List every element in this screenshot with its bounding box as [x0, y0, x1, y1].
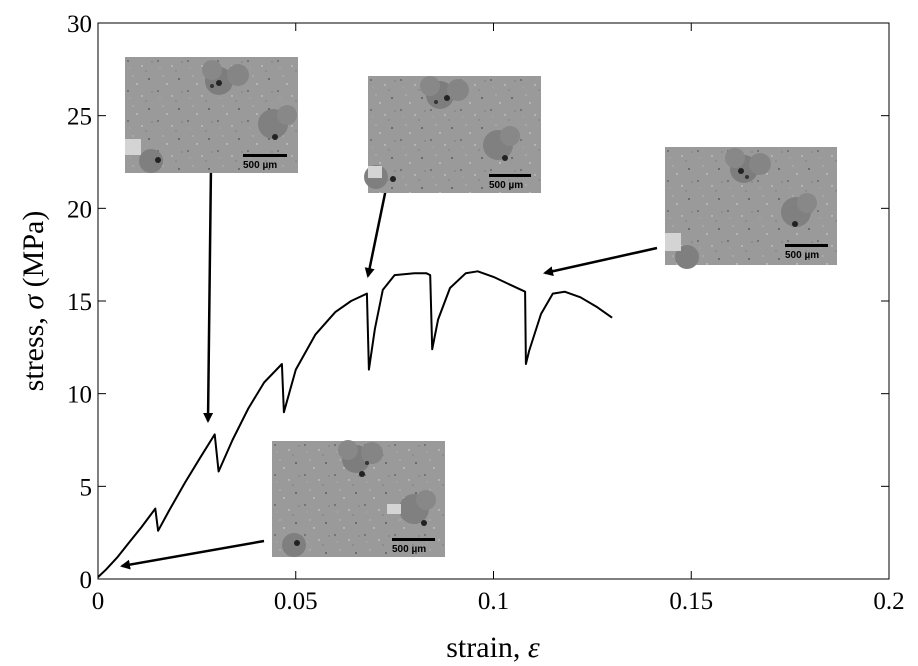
x-tick-label: 0.2	[873, 588, 904, 615]
sem-scale-label-2: 500 µm	[489, 180, 523, 191]
x-axis-label-text: strain,	[446, 631, 528, 664]
ticks-group: 0 0.05 0.1 0.15 0.2 0 5 10 15 20 25 30	[67, 11, 905, 615]
sem-inset-1: 500 µm	[125, 57, 298, 173]
x-tick-label: 0.1	[478, 588, 509, 615]
y-tick-label: 0	[80, 567, 93, 594]
y-tick-label: 30	[67, 11, 92, 38]
sem-inset-4: 500 µm	[272, 440, 445, 557]
x-tick-label: 0.15	[669, 588, 713, 615]
x-tick-label: 0	[92, 588, 105, 615]
sem-scale-label-1: 500 µm	[243, 160, 277, 171]
y-tick-label: 10	[67, 382, 92, 409]
x-tick-label: 0.05	[274, 588, 318, 615]
y-tick-label: 20	[67, 196, 92, 223]
y-tick-label: 15	[67, 289, 92, 316]
y-axis-label-unit: (MPa)	[17, 211, 50, 295]
sem-scale-label-3: 500 µm	[785, 250, 819, 261]
arrow-initial	[120, 539, 265, 570]
arrow-late-drop	[543, 246, 658, 277]
y-tick-label: 25	[67, 104, 92, 131]
sem-scale-label-0: 500 µm	[392, 544, 426, 555]
y-axis-label-symbol: σ	[17, 294, 50, 310]
arrow-peak	[364, 178, 390, 278]
arrow-first-drop	[203, 164, 214, 423]
x-axis-label-symbol: ε	[528, 631, 540, 664]
x-axis-label: strain, ε	[446, 631, 540, 664]
y-axis-label-text: stress,	[17, 310, 50, 392]
stress-strain-line	[97, 270, 613, 578]
sem-inset-3: 500 µm	[665, 147, 837, 269]
y-axis-label: stress, σ (MPa)	[17, 211, 50, 392]
y-tick-label: 5	[80, 474, 93, 501]
sem-inset-2: 500 µm	[364, 76, 541, 193]
annotation-arrows	[120, 164, 658, 570]
